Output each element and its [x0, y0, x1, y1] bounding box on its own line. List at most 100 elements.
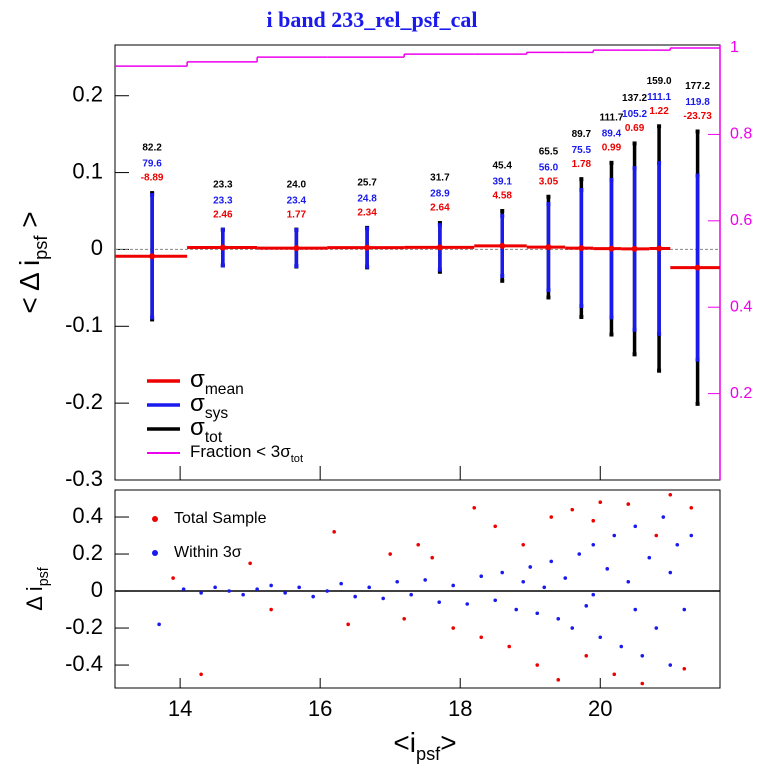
value-label: 24.8: [357, 194, 377, 205]
x-axis-title-part: psf: [416, 744, 441, 764]
value-label: 45.4: [492, 161, 512, 172]
point: [682, 607, 687, 612]
point: [556, 616, 561, 621]
point: [626, 502, 631, 506]
point: [668, 570, 673, 575]
point: [430, 555, 435, 560]
tot-error-bar-cap: [579, 315, 584, 320]
mean-marker: [656, 245, 663, 252]
y-tick-label: 0.2: [72, 82, 103, 107]
sys-error-bar-cap: [695, 173, 700, 178]
tot-error-bar-cap: [437, 269, 442, 274]
point: [633, 524, 638, 529]
y2-tick-label: 0.2: [730, 385, 752, 402]
point: [157, 622, 161, 627]
point: [346, 622, 350, 627]
point: [283, 591, 287, 595]
mean-marker: [219, 244, 226, 251]
point: [556, 678, 561, 682]
point: [332, 530, 336, 534]
value-label: 1.78: [572, 159, 592, 170]
value-label: 75.5: [572, 145, 592, 156]
tot-error-bar-cap: [546, 194, 551, 199]
value-label: 89.4: [602, 128, 622, 139]
value-label: 0.99: [602, 142, 622, 153]
y-tick-label: -0.4: [65, 651, 103, 676]
sys-error-bar-cap: [500, 213, 505, 218]
sys-error-bar-cap: [294, 228, 299, 233]
value-label: 82.2: [142, 143, 162, 154]
sys-error-bar-cap: [500, 273, 505, 278]
y-axis-title-part: >: [14, 211, 45, 235]
point: [570, 626, 575, 630]
y-axis-title: Δ ipsf: [22, 567, 52, 611]
tot-error-bar-cap: [609, 160, 614, 165]
x-tick-label: 18: [448, 696, 472, 721]
sys-error-bar-cap: [609, 177, 614, 182]
point: [577, 552, 582, 556]
point: [325, 589, 329, 593]
sys-error-bar-cap: [365, 264, 370, 269]
legend-label-part: σ: [190, 366, 205, 393]
tot-error-bar-cap: [579, 177, 584, 182]
sys-error-bar-cap: [579, 304, 584, 309]
sys-error-bar-cap: [657, 161, 662, 166]
point: [549, 515, 554, 519]
legend-label-part: σ: [190, 414, 205, 441]
legend-label-part: Fraction < 3σ: [190, 442, 291, 461]
point: [612, 672, 617, 677]
value-label: 31.7: [430, 173, 450, 184]
point: [675, 542, 680, 547]
y-tick-label: -0.2: [65, 614, 103, 639]
point: [269, 583, 273, 588]
value-label: -8.89: [141, 173, 164, 184]
point: [591, 542, 596, 547]
value-label: 28.9: [430, 189, 450, 200]
point: [570, 507, 575, 512]
y-tick-label: -0.2: [65, 389, 103, 414]
value-label: 23.4: [287, 195, 307, 206]
point: [535, 611, 540, 616]
x-tick-label: 14: [168, 696, 192, 721]
point: [668, 493, 673, 497]
point: [241, 592, 245, 597]
y-tick-label: -0.1: [65, 312, 103, 337]
sys-error-bar-cap: [632, 166, 637, 171]
y-tick-label: -0.3: [65, 466, 103, 491]
value-label: 105.2: [622, 109, 647, 120]
legend-label: σsys: [190, 390, 228, 421]
legend-label: σtot: [190, 414, 223, 445]
tot-error-bar-cap: [695, 129, 700, 134]
point: [521, 542, 526, 547]
sys-error-bar-cap: [220, 227, 225, 232]
mean-marker: [364, 244, 371, 251]
legend-label-part: mean: [205, 381, 244, 398]
point: [199, 591, 203, 595]
point: [423, 578, 428, 582]
x-tick-label: 20: [588, 696, 612, 721]
value-label: -23.73: [683, 111, 712, 122]
point: [181, 587, 186, 591]
y2-tick-label: 0.6: [730, 212, 752, 229]
value-label: 79.6: [142, 159, 162, 170]
y-axis-title-part: < Δ i: [14, 260, 45, 314]
tot-error-bar-cap: [500, 278, 505, 283]
y-tick-label: 0: [91, 235, 103, 260]
point: [199, 672, 203, 677]
value-label: 159.0: [647, 76, 672, 87]
legend-label: Fraction < 3σtot: [190, 442, 303, 464]
value-label: 111.1: [647, 92, 671, 103]
tot-error-bar-cap: [657, 124, 662, 129]
value-label: 0.69: [625, 123, 645, 134]
value-label: 89.7: [572, 129, 592, 140]
tot-error-bar-cap: [609, 332, 614, 337]
y-tick-label: 0.4: [72, 503, 103, 528]
tot-error-bar-cap: [500, 209, 505, 214]
point: [395, 579, 399, 584]
point: [542, 585, 547, 590]
point: [689, 533, 694, 538]
value-label: 2.34: [357, 208, 377, 219]
value-label: 4.58: [492, 191, 512, 202]
y-tick-label: 0.2: [72, 540, 103, 565]
